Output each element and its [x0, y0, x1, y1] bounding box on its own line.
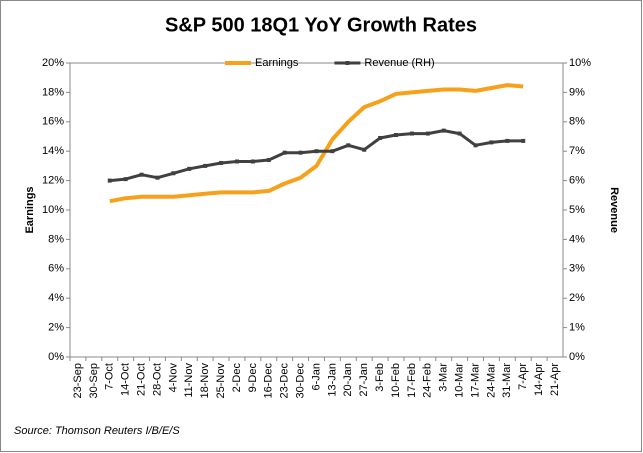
source-note: Source: Thomson Reuters I/B/E/S: [14, 425, 180, 437]
y2-tick-label: 5%: [569, 204, 585, 216]
series-marker: [123, 177, 128, 182]
series-marker: [505, 138, 510, 143]
y2-tick-label: 9%: [569, 86, 585, 98]
x-tick-label: 24-Mar: [485, 363, 497, 398]
x-tick-label: 25-Nov: [215, 363, 227, 399]
series-marker: [314, 149, 319, 154]
y-tick-label: 12%: [42, 175, 64, 187]
legend-label: Earnings: [255, 57, 299, 69]
y-tick-label: 14%: [42, 145, 64, 157]
series-marker: [219, 160, 224, 165]
series-marker: [330, 149, 335, 154]
x-tick-label: 23-Dec: [279, 363, 291, 399]
x-tick-label: 18-Nov: [199, 363, 211, 399]
y-tick-label: 10%: [42, 204, 64, 216]
y2-tick-label: 2%: [569, 292, 585, 304]
y2-tick-label: 8%: [569, 116, 585, 128]
x-tick-label: 9-Dec: [247, 363, 259, 393]
series-marker: [203, 163, 208, 168]
x-tick-label: 20-Jan: [342, 363, 354, 397]
y-tick-label: 8%: [48, 233, 64, 245]
series-marker: [282, 150, 287, 155]
series-marker: [155, 175, 160, 180]
y-tick-label: 18%: [42, 86, 64, 98]
x-tick-label: 28-Oct: [151, 363, 163, 396]
series-marker: [409, 131, 414, 136]
y-tick-label: 2%: [48, 322, 64, 334]
x-tick-label: 3-Feb: [374, 363, 386, 392]
series-marker: [521, 138, 526, 143]
y2-tick-label: 6%: [569, 175, 585, 187]
y2-tick-label: 3%: [569, 263, 585, 275]
series-marker: [346, 143, 351, 148]
x-tick-label: 21-Oct: [135, 363, 147, 396]
x-tick-label: 10-Feb: [390, 363, 402, 398]
series-marker: [250, 159, 255, 164]
series-marker: [378, 135, 383, 140]
x-tick-label: 13-Jan: [326, 363, 338, 397]
x-tick-label: 7-Oct: [104, 363, 116, 390]
series-marker: [107, 178, 112, 183]
x-tick-label: 17-Mar: [469, 363, 481, 398]
x-tick-label: 17-Feb: [406, 363, 418, 398]
x-tick-label: 21-Apr: [549, 363, 561, 396]
x-tick-label: 3-Mar: [438, 363, 450, 392]
y-axis-title: Earnings: [24, 186, 36, 233]
x-tick-label: 30-Dec: [295, 363, 307, 399]
x-tick-label: 16-Dec: [263, 363, 275, 399]
series-marker: [234, 159, 239, 164]
y-tick-label: 6%: [48, 263, 64, 275]
x-tick-label: 30-Sep: [88, 363, 100, 398]
series-marker: [394, 133, 399, 138]
series-marker: [298, 150, 303, 155]
series-marker: [441, 128, 446, 133]
y2-tick-label: 4%: [569, 233, 585, 245]
x-tick-label: 2-Dec: [231, 363, 243, 393]
y2-tick-label: 0%: [569, 351, 585, 363]
y2-tick-label: 10%: [569, 57, 591, 69]
x-tick-label: 23-Sep: [72, 363, 84, 398]
x-tick-label: 14-Apr: [533, 363, 545, 396]
x-tick-label: 7-Apr: [517, 363, 529, 390]
series-marker: [266, 158, 271, 163]
series-marker: [171, 171, 176, 176]
series-marker: [187, 166, 192, 171]
y2-tick-label: 7%: [569, 145, 585, 157]
x-tick-label: 31-Mar: [501, 363, 513, 398]
y-tick-label: 4%: [48, 292, 64, 304]
legend-label: Revenue (RH): [364, 57, 434, 69]
legend-marker: [345, 61, 350, 65]
x-tick-label: 4-Nov: [167, 363, 179, 393]
x-tick-label: 10-Mar: [454, 363, 466, 398]
chart-title: S&P 500 18Q1 YoY Growth Rates: [165, 14, 477, 36]
y-tick-label: 0%: [48, 351, 64, 363]
y2-axis-title: Revenue: [608, 187, 620, 233]
series-marker: [362, 147, 367, 152]
series-marker: [489, 140, 494, 145]
y2-tick-label: 1%: [569, 322, 585, 334]
series-marker: [457, 131, 462, 136]
y-tick-label: 20%: [42, 57, 64, 69]
x-tick-label: 24-Feb: [422, 363, 434, 398]
x-tick-label: 14-Oct: [120, 363, 132, 396]
series-marker: [139, 172, 144, 177]
series-marker: [473, 143, 478, 148]
series-line: [109, 83, 524, 204]
y-tick-label: 16%: [42, 116, 64, 128]
x-tick-label: 27-Jan: [358, 363, 370, 397]
x-tick-label: 6-Jan: [310, 363, 322, 391]
x-tick-label: 11-Nov: [183, 363, 195, 398]
series-marker: [425, 131, 430, 136]
